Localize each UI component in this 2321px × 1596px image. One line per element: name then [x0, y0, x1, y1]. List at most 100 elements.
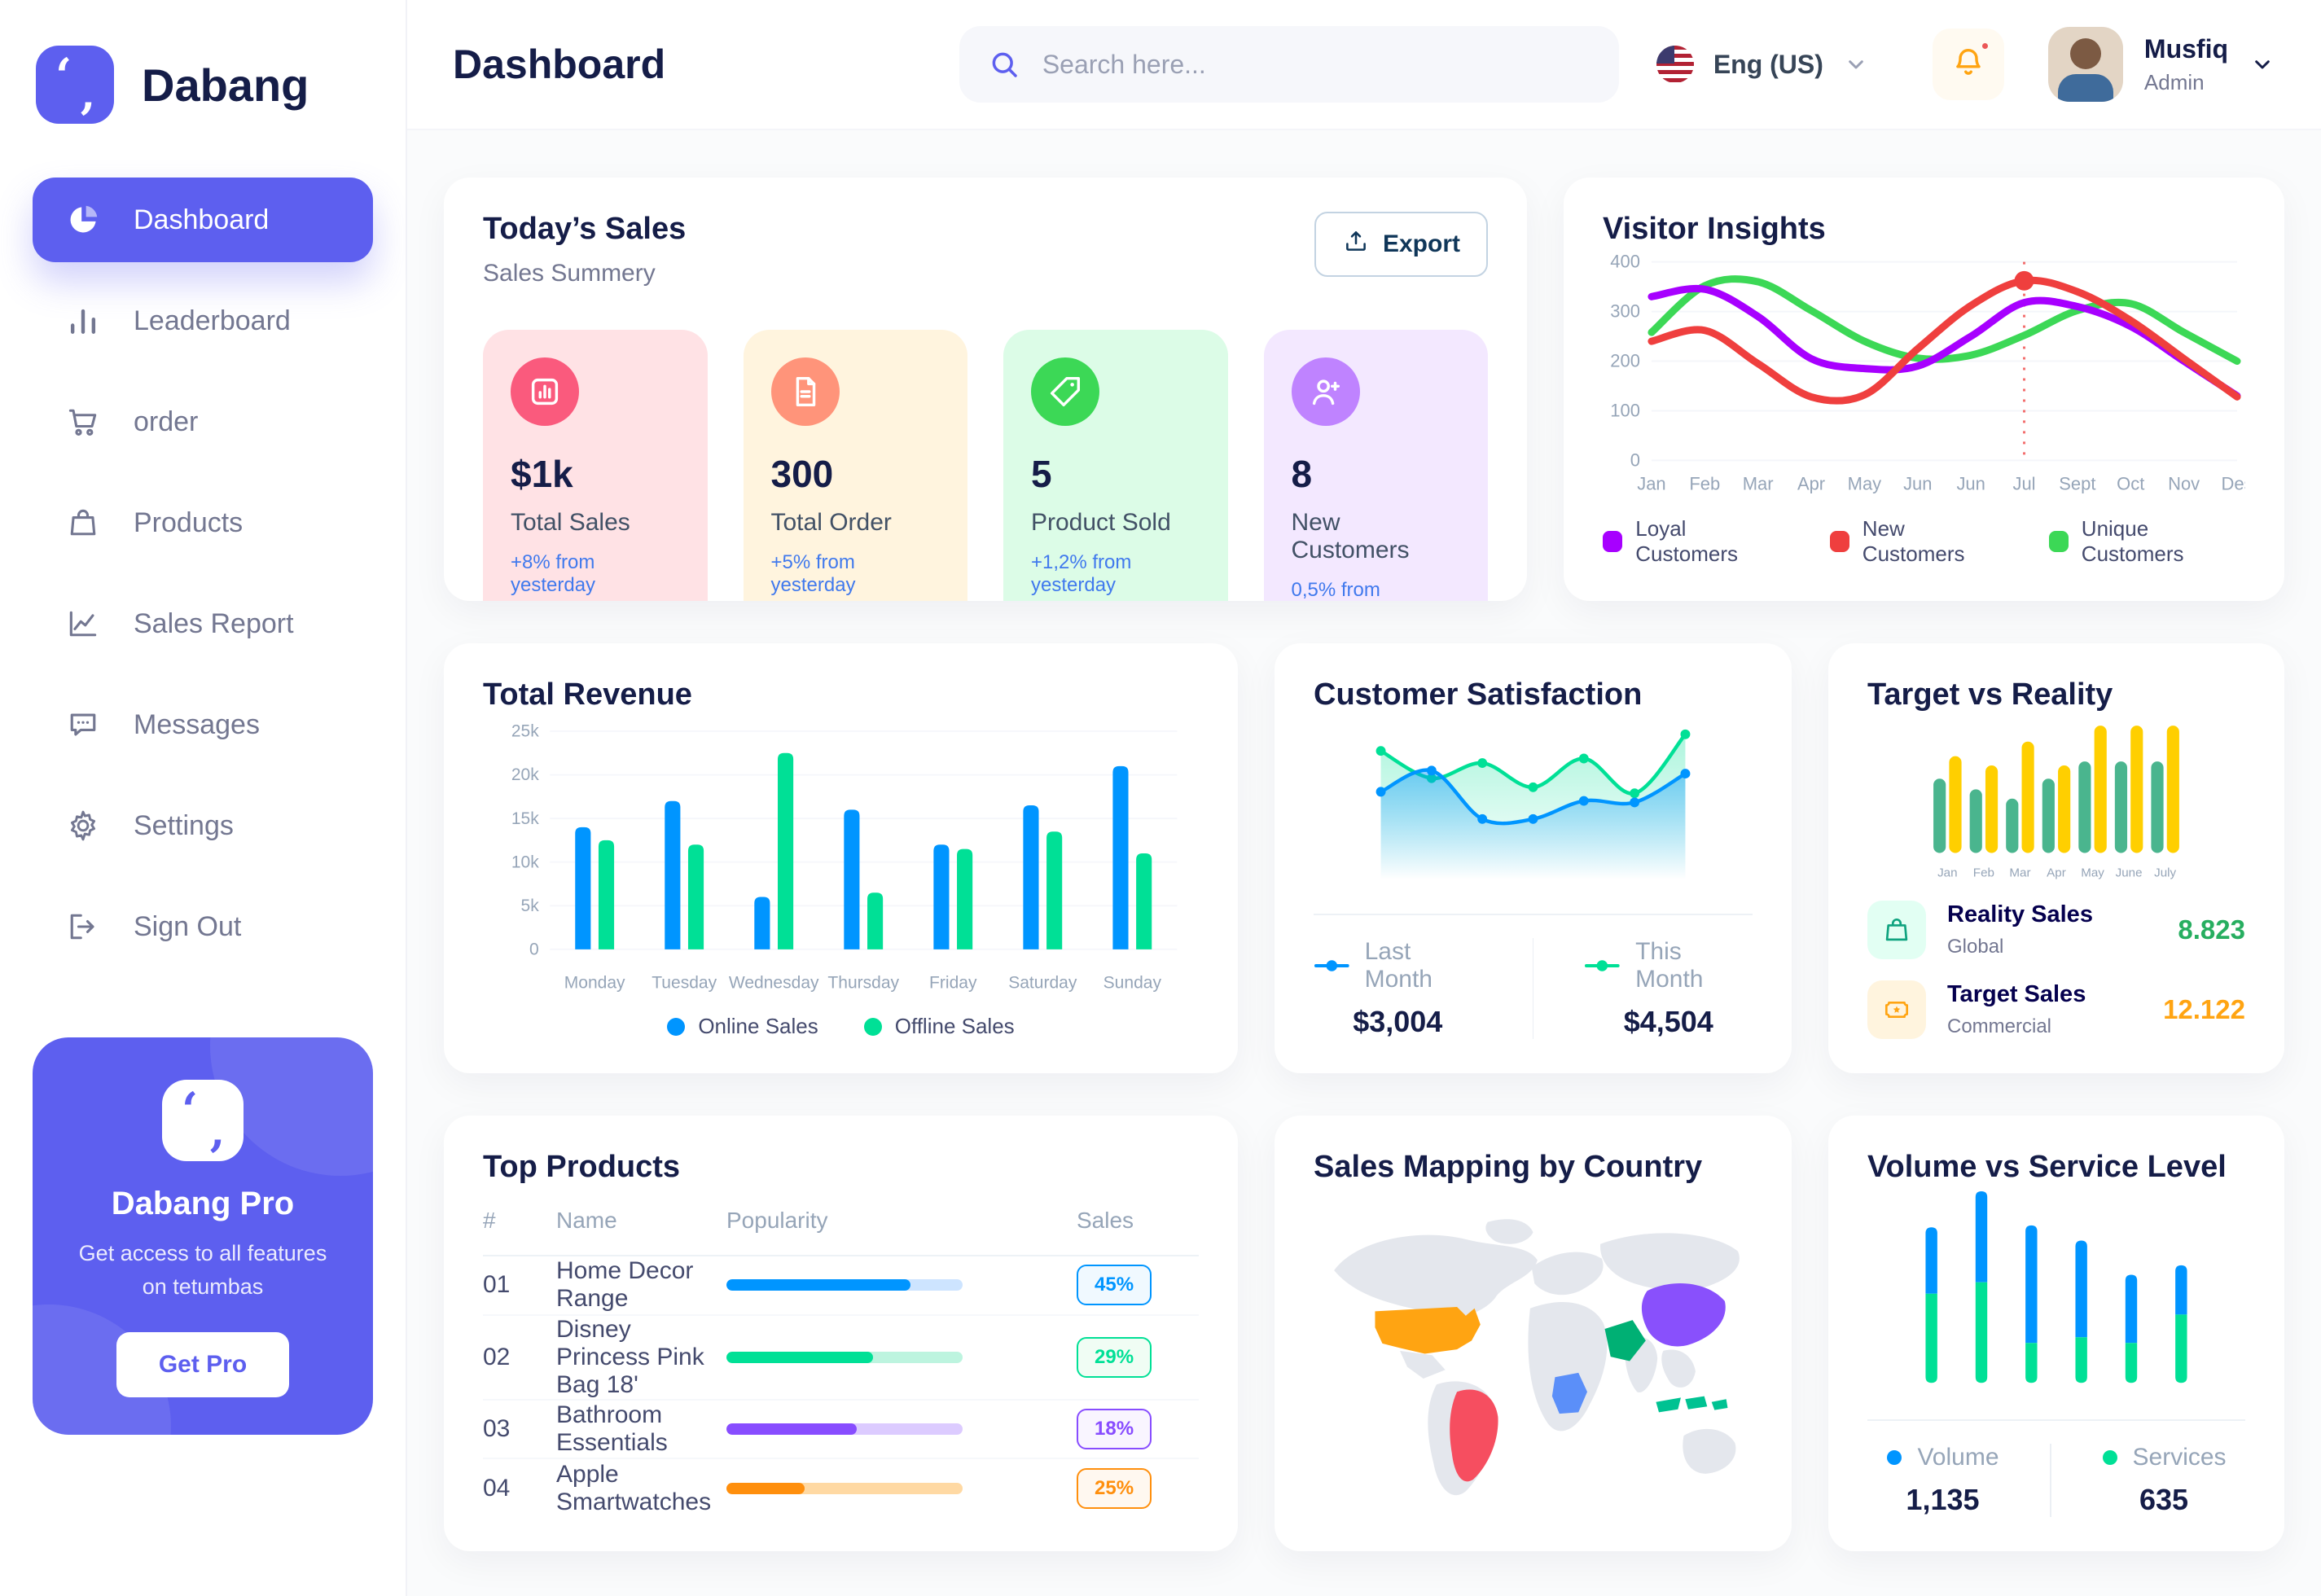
legend-item: Offline Sales: [863, 1014, 1015, 1039]
svg-text:July: July: [2154, 866, 2176, 879]
svg-text:100: 100: [1610, 400, 1640, 420]
sales-badge: 25%: [1077, 1467, 1199, 1509]
sidebar-item-messages[interactable]: Messages: [33, 682, 373, 767]
search-bar[interactable]: [959, 26, 1619, 103]
get-pro-button[interactable]: Get Pro: [116, 1332, 289, 1397]
stat-label: Total Order: [770, 509, 892, 536]
brand-logo-icon: ‘‘: [36, 46, 114, 125]
chart-line-icon: [65, 606, 101, 642]
col-sales: Sales: [1077, 1208, 1134, 1233]
svg-text:Apr: Apr: [2047, 866, 2066, 879]
dashboard-icon: [65, 202, 101, 238]
sidebar-item-sales-report[interactable]: Sales Report: [33, 581, 373, 666]
stat-tag-icon: [1031, 357, 1099, 426]
sales-badge: 29%: [1077, 1336, 1199, 1378]
sidebar-item-sign-out[interactable]: Sign Out: [33, 884, 373, 969]
legend-item: Online Sales: [667, 1014, 818, 1039]
legend-value: 12.122: [2163, 994, 2245, 1024]
legend-item: Loyal Customers: [1603, 516, 1784, 567]
sidebar-item-label: Sales Report: [134, 607, 294, 639]
user-menu[interactable]: Musfiq Admin: [2047, 27, 2275, 102]
svg-text:Monday: Monday: [564, 974, 625, 993]
svg-text:Feb: Feb: [1973, 866, 1994, 879]
legend-subtitle: Global: [1947, 936, 2004, 958]
today-sales-panel: Today’s Sales Sales Summery Export $1k To…: [444, 178, 1527, 601]
total-revenue-panel: Total Revenue 0 5k 10k 15k 20k 25k Monday Tuesd…: [444, 643, 1238, 1073]
continent-greenland: [1485, 1219, 1533, 1244]
svg-text:Jan: Jan: [1637, 473, 1665, 493]
export-icon: [1342, 227, 1370, 261]
signout-icon: [65, 909, 101, 945]
continent-europe: [1531, 1252, 1604, 1296]
sidebar-item-dashboard[interactable]: Dashboard: [33, 178, 373, 262]
popularity-bar: [726, 1279, 1077, 1291]
notifications-button[interactable]: [1932, 28, 2004, 100]
svg-text:Mar: Mar: [1743, 473, 1774, 493]
sales-map-panel: Sales Mapping by Country: [1275, 1116, 1792, 1551]
customer-satisfaction-chart: [1314, 712, 1753, 894]
notification-badge: [1978, 40, 1991, 52]
volume-service-chart: [1867, 1185, 2245, 1400]
target-vs-reality-chart: Jan Feb Mar Apr May June July: [1867, 712, 2245, 881]
user-role: Admin: [2143, 69, 2205, 94]
legend-item: This Month $4,504: [1584, 938, 1753, 1039]
stat-label: Total Sales: [511, 509, 630, 536]
total-revenue-title: Total Revenue: [483, 677, 692, 712]
stat-delta: +8% from yesterday: [511, 551, 596, 596]
legend-divider: [1532, 938, 1534, 1039]
product-index: 02: [483, 1343, 511, 1370]
col-popularity: Popularity: [726, 1208, 828, 1233]
avatar: [2047, 27, 2123, 102]
volume-service-title: Volume vs Service Level: [1867, 1150, 2227, 1184]
stat-user-icon: [1291, 357, 1360, 426]
svg-text:Tuesday: Tuesday: [652, 974, 717, 993]
continent-asia: [1599, 1233, 1740, 1291]
user-meta: Musfiq Admin: [2144, 34, 2228, 95]
legend-value: 635: [2139, 1483, 2189, 1516]
brand[interactable]: ‘‘ Dabang: [33, 46, 373, 125]
continent-central-america: [1400, 1350, 1446, 1379]
volume-service-panel: Volume vs Service Level Volume 1,135 Servi…: [1828, 1116, 2284, 1551]
today-sales-subtitle: Sales Summery: [483, 260, 656, 287]
sidebar-item-products[interactable]: Products: [33, 480, 373, 565]
language-selector[interactable]: Eng (US): [1656, 46, 1869, 83]
svg-text:Feb: Feb: [1689, 473, 1720, 493]
sidebar-item-settings[interactable]: Settings: [33, 783, 373, 868]
target-vs-reality-title: Target vs Reality: [1867, 677, 2113, 712]
legend-item: Last Month $3,004: [1314, 938, 1482, 1039]
legend-subtitle: Commercial: [1947, 1015, 2052, 1037]
country-usa: [1375, 1307, 1481, 1354]
product-name: Apple Smartwatches: [556, 1460, 712, 1515]
sidebar-item-leaderboard[interactable]: Leaderboard: [33, 278, 373, 363]
legend-value: 1,135: [1906, 1483, 1980, 1516]
svg-text:Jul: Jul: [2012, 473, 2035, 493]
pro-card-description: Get access to all features on tetumbas: [78, 1241, 327, 1299]
svg-text:400: 400: [1610, 252, 1640, 272]
customer-satisfaction-legend: Last Month $3,004 This Month $4,504: [1314, 938, 1753, 1039]
stat-delta: +1,2% from yesterday: [1031, 551, 1132, 596]
gear-icon: [65, 808, 101, 844]
search-icon: [987, 47, 1021, 81]
svg-text:Jun: Jun: [1956, 473, 1985, 493]
legend-name: This Month: [1635, 938, 1704, 993]
search-input[interactable]: [1040, 48, 1591, 81]
pro-card: ‘‘ Dabang Pro Get access to all features…: [33, 1037, 373, 1435]
stat-bar-icon: [511, 357, 579, 426]
main-area: Dashboard Eng (US): [407, 0, 2321, 1596]
visitor-insights-legend: Loyal Customers New Customers Unique Custo…: [1603, 516, 2245, 567]
col-name: Name: [556, 1208, 617, 1233]
svg-text:Mar: Mar: [2009, 866, 2030, 879]
top-products-panel: Top Products # Name Popularity Sales 01 H…: [444, 1116, 1238, 1551]
legend-item: New Customers: [1829, 516, 2003, 567]
bag-green-icon: [1867, 901, 1926, 959]
product-index: 04: [483, 1474, 511, 1502]
us-flag-icon: [1656, 46, 1694, 83]
svg-text:Sept: Sept: [2059, 473, 2095, 493]
stat-delta: +5% from yesterday: [770, 551, 856, 596]
stat-value: 8: [1291, 453, 1313, 495]
col-index: #: [483, 1208, 496, 1233]
export-button[interactable]: Export: [1314, 212, 1488, 277]
sidebar-item-order[interactable]: order: [33, 379, 373, 464]
svg-text:May: May: [1848, 473, 1882, 493]
